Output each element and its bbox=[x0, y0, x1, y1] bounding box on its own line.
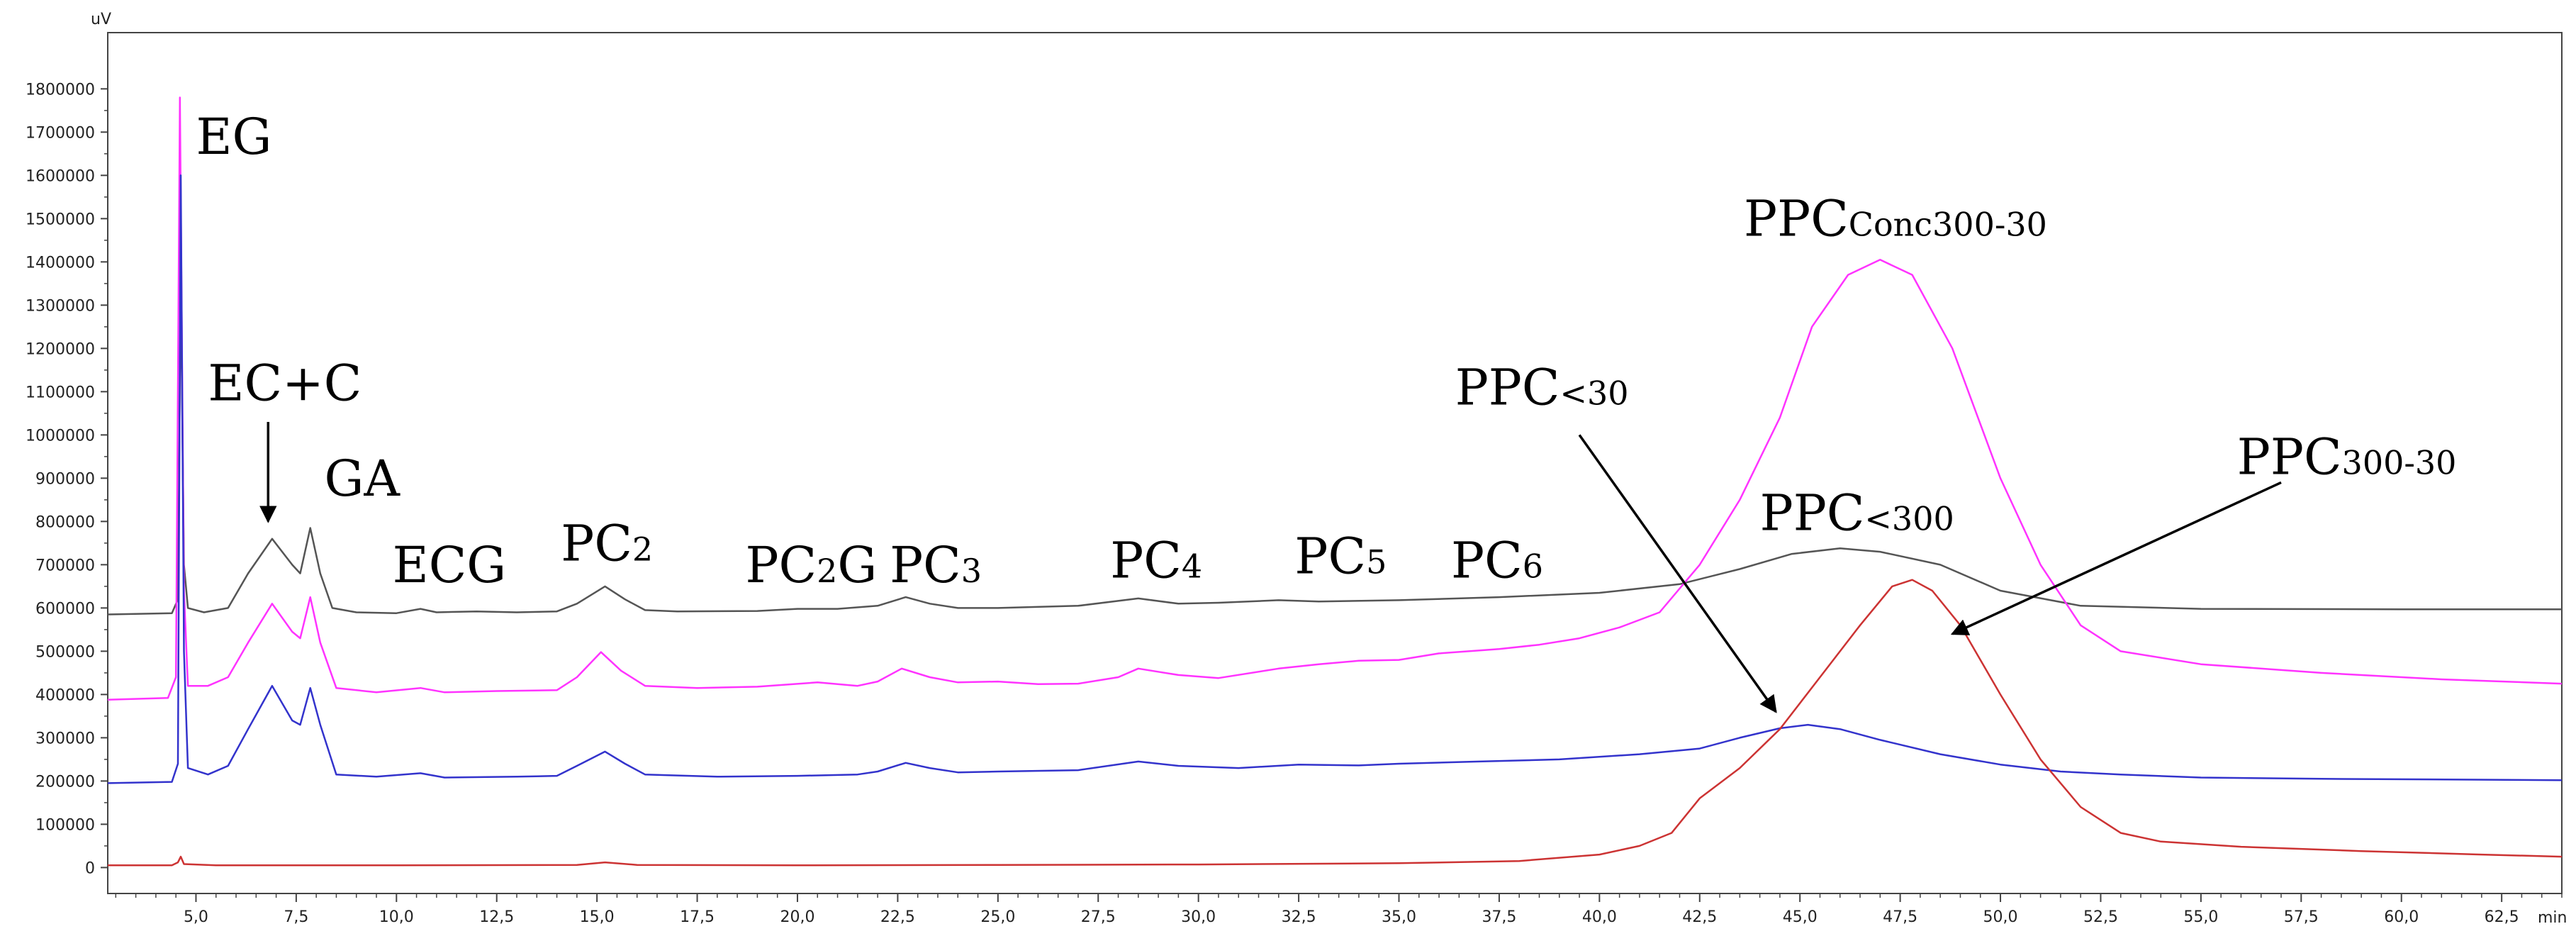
x-tick-label: 55,0 bbox=[2183, 908, 2218, 926]
y-tick-label: 800000 bbox=[35, 513, 95, 531]
series-line-2 bbox=[107, 96, 2563, 701]
x-tick-label: 35,0 bbox=[1382, 908, 1416, 926]
series-line-3 bbox=[107, 174, 2563, 784]
x-axis: 5,0 7,5 10,0 12,5 15,0 17,5 20,0 22,5 25,0 27,5 30… bbox=[115, 893, 2563, 926]
peak-label: PC2 bbox=[561, 514, 653, 572]
y-tick-label: 100000 bbox=[35, 816, 95, 834]
annotation-arrows bbox=[259, 422, 2282, 713]
x-tick-label: 37,5 bbox=[1482, 908, 1516, 926]
x-tick-label: 40,0 bbox=[1582, 908, 1617, 926]
y-tick-label: 600000 bbox=[35, 600, 95, 618]
x-tick-label: 25,0 bbox=[980, 908, 1015, 926]
x-unit-label: min bbox=[2538, 909, 2567, 927]
peak-label-subscript: 3 bbox=[961, 552, 982, 590]
peak-label-tail: G bbox=[837, 536, 877, 594]
peak-label-main: EG bbox=[196, 108, 271, 166]
y-tick-label: 1800000 bbox=[26, 81, 95, 99]
peak-label-subscript: <300 bbox=[1864, 500, 1954, 538]
x-tick-label: 12,5 bbox=[479, 908, 514, 926]
peak-label: PC5 bbox=[1294, 528, 1387, 586]
series-lines bbox=[107, 96, 2563, 867]
x-tick-label: 60,0 bbox=[2384, 908, 2419, 926]
peak-label-subscript: 4 bbox=[1182, 547, 1202, 586]
y-tick-label: 1700000 bbox=[26, 124, 95, 142]
x-tick-label: 50,0 bbox=[1983, 908, 2018, 926]
x-tick-label: 15,0 bbox=[580, 908, 615, 926]
x-tick-label: 52,5 bbox=[2083, 908, 2118, 926]
x-tick-label: 10,0 bbox=[379, 908, 414, 926]
peak-label-subscript: 300-30 bbox=[2342, 443, 2457, 481]
peak-label: PPC<300 bbox=[1760, 484, 1954, 542]
peak-label: EC+C bbox=[208, 355, 362, 413]
y-tick-label: 200000 bbox=[35, 773, 95, 791]
peak-label: GA bbox=[324, 450, 401, 508]
y-tick-label: 700000 bbox=[35, 557, 95, 574]
peak-label: PC3 bbox=[890, 536, 982, 594]
y-tick-label: 1600000 bbox=[26, 167, 95, 185]
peak-label: PC4 bbox=[1110, 532, 1202, 590]
y-tick-label: 1500000 bbox=[26, 211, 95, 228]
y-tick-label: 0 bbox=[85, 859, 95, 877]
x-tick-label: 7,5 bbox=[284, 908, 308, 926]
x-tick-label: 62,5 bbox=[2485, 908, 2519, 926]
y-tick-label: 1400000 bbox=[26, 254, 95, 272]
x-tick-label: 5,0 bbox=[184, 908, 208, 926]
y-tick-label: 1100000 bbox=[26, 384, 95, 401]
annotation-arrow bbox=[1950, 481, 2282, 635]
y-tick-label: 1200000 bbox=[26, 340, 95, 358]
peak-label-main: PPC bbox=[1744, 190, 1849, 248]
y-tick-label: 400000 bbox=[35, 686, 95, 704]
x-tick-label: 22,5 bbox=[880, 908, 915, 926]
peak-label-main: PC bbox=[1110, 532, 1182, 590]
peak-label-subscript: 5 bbox=[1366, 543, 1387, 581]
peak-label-subscript: 6 bbox=[1523, 547, 1543, 586]
x-tick-label: 47,5 bbox=[1883, 908, 1917, 926]
peak-label-subscript: <30 bbox=[1559, 374, 1628, 413]
plot-frame bbox=[107, 32, 2563, 894]
series-line-4 bbox=[108, 579, 2563, 867]
y-axis: 0 100000 200000 300000 400000 500000 600000 700… bbox=[26, 81, 108, 877]
peak-label-subscript: 2 bbox=[817, 552, 837, 590]
peak-label-main: PPC bbox=[1760, 484, 1865, 542]
peak-label: PPCConc300-30 bbox=[1744, 190, 2047, 248]
peak-label-main: PPC bbox=[2237, 428, 2342, 486]
peak-label: ECG bbox=[393, 536, 507, 594]
peak-label-subscript: Conc300-30 bbox=[1849, 206, 2047, 244]
y-tick-label: 300000 bbox=[35, 730, 95, 747]
peak-label-main: PC bbox=[890, 536, 961, 594]
peak-label-subscript: 2 bbox=[632, 530, 653, 568]
peak-label: EG bbox=[196, 108, 271, 166]
peak-label-main: GA bbox=[324, 450, 401, 508]
series-line-1 bbox=[107, 278, 2562, 616]
x-tick-label: 17,5 bbox=[680, 908, 715, 926]
annotation-arrow bbox=[1578, 434, 1777, 713]
x-tick-label: 45,0 bbox=[1783, 908, 1818, 926]
y-tick-label: 1300000 bbox=[26, 297, 95, 315]
x-tick-label: 27,5 bbox=[1081, 908, 1116, 926]
peak-label: PC2G bbox=[745, 536, 877, 594]
y-tick-label: 1000000 bbox=[26, 427, 95, 445]
x-tick-label: 42,5 bbox=[1682, 908, 1717, 926]
peak-label-main: PC bbox=[1451, 532, 1523, 590]
peak-label-main: EC+C bbox=[208, 355, 362, 413]
x-tick-label: 57,5 bbox=[2284, 908, 2319, 926]
y-tick-label: 500000 bbox=[35, 643, 95, 661]
x-tick-label: 32,5 bbox=[1282, 908, 1316, 926]
peak-label: PPC300-30 bbox=[2237, 428, 2457, 486]
x-tick-label: 30,0 bbox=[1181, 908, 1216, 926]
peak-label: PPC<30 bbox=[1455, 359, 1629, 417]
x-tick-label: 20,0 bbox=[780, 908, 814, 926]
peak-label-main: PC bbox=[745, 536, 817, 594]
y-unit-label: uV bbox=[91, 11, 111, 28]
peak-label-main: ECG bbox=[393, 536, 507, 594]
peak-label: PC6 bbox=[1451, 532, 1543, 590]
peak-label-main: PC bbox=[561, 514, 632, 572]
peak-label-main: PC bbox=[1294, 528, 1366, 586]
y-tick-label: 900000 bbox=[35, 470, 95, 488]
peak-label-main: PPC bbox=[1455, 359, 1560, 417]
